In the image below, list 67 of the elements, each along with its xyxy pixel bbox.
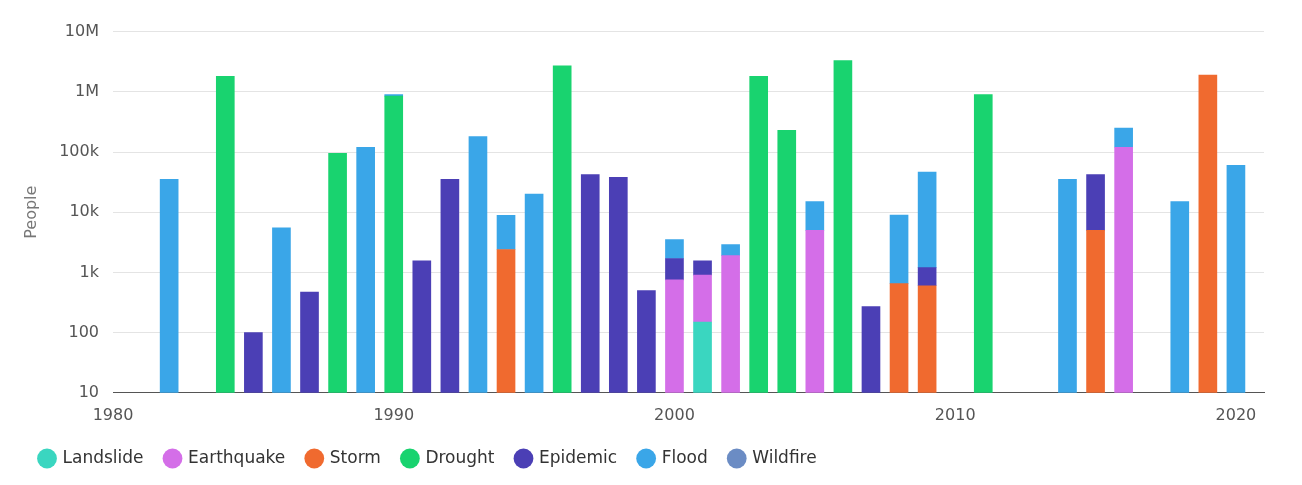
- x-tick-label: 1980: [92, 404, 134, 424]
- y-tick-label: 100: [68, 321, 99, 341]
- bar: [805, 201, 825, 231]
- y-tick-label: 10k: [69, 201, 100, 221]
- bar: [973, 94, 993, 393]
- bar: [917, 171, 937, 268]
- bar: [749, 76, 769, 393]
- bar: [580, 174, 600, 393]
- bar: [1226, 165, 1246, 393]
- bar: [1114, 127, 1133, 148]
- bar: [721, 255, 740, 393]
- bar: [1170, 201, 1190, 393]
- bar: [665, 258, 684, 281]
- legend-label: Drought: [425, 446, 495, 467]
- y-tick-label: 1M: [75, 80, 99, 100]
- bar: [917, 267, 937, 287]
- bar: [693, 274, 712, 323]
- bar: [861, 306, 881, 393]
- x-tick-label: 2010: [934, 404, 976, 424]
- y-axis-title: People: [20, 185, 40, 239]
- bar: [524, 193, 544, 393]
- bar: [805, 229, 825, 393]
- y-tick-label: 1k: [79, 261, 100, 281]
- bar: [496, 249, 516, 393]
- bar: [440, 179, 460, 393]
- legend-label: Epidemic: [539, 446, 618, 467]
- y-tick-label: 100k: [59, 141, 100, 161]
- bar: [665, 279, 684, 393]
- bar: [665, 239, 684, 259]
- legend-label: Earthquake: [188, 446, 286, 467]
- bar: [272, 227, 291, 393]
- bar: [159, 179, 179, 393]
- bar: [328, 153, 347, 393]
- bar: [721, 244, 740, 256]
- bar: [356, 146, 375, 393]
- bar: [412, 260, 432, 393]
- legend-label: Storm: [329, 446, 381, 467]
- legend-label: Landslide: [62, 446, 144, 467]
- bar: [608, 176, 628, 393]
- bar: [384, 95, 404, 393]
- bar: [833, 60, 853, 393]
- bar: [215, 76, 235, 393]
- bar: [496, 214, 516, 250]
- x-tick-label: 1990: [373, 404, 415, 424]
- bar: [693, 260, 712, 276]
- bar: [244, 332, 263, 393]
- legend-label: Flood: [661, 446, 708, 467]
- bar: [300, 291, 319, 393]
- bar: [917, 285, 937, 393]
- bar: [637, 290, 656, 393]
- bar: [1086, 229, 1105, 393]
- bar: [693, 321, 712, 393]
- bar: [1058, 179, 1077, 393]
- bar: [1198, 74, 1218, 393]
- bar: [889, 283, 909, 393]
- bar: [384, 94, 404, 97]
- x-tick-label: 2000: [654, 404, 695, 424]
- legend-label: Wildfire: [752, 446, 817, 467]
- y-tick-label: 10M: [64, 20, 99, 40]
- bar: [552, 65, 572, 393]
- x-tick-label: 2020: [1215, 404, 1257, 424]
- bar: [889, 214, 909, 284]
- bar: [777, 129, 797, 393]
- bar: [1114, 146, 1133, 393]
- y-tick-label: 10: [78, 381, 99, 401]
- bar: [1086, 174, 1105, 231]
- bar: [468, 136, 488, 393]
